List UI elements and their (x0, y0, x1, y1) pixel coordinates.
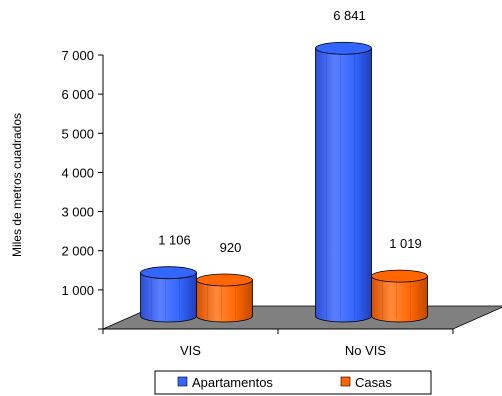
bar-vis-casas (196, 273, 253, 323)
bar-top (315, 41, 372, 55)
y-tick-label: 4 000 (61, 165, 94, 180)
legend: Apartamentos Casas (154, 370, 432, 395)
x-tick-label: No VIS (345, 343, 387, 358)
data-labels: 1 106 920 6 841 1 019 (158, 8, 422, 255)
bar-body (140, 272, 197, 323)
y-ticks: 1 000 2 000 3 000 4 000 5 000 6 000 7 000 (61, 48, 103, 330)
bar-body (196, 279, 253, 323)
bar-top (371, 269, 428, 283)
y-tick-label: 7 000 (61, 48, 94, 63)
x-tick-label: VIS (180, 343, 201, 358)
x-ticks: VIS No VIS (102, 329, 454, 358)
bar-vis-apartamentos (140, 266, 197, 323)
bar-no-vis-casas (371, 269, 428, 323)
y-tick-label: 6 000 (61, 87, 94, 102)
y-tick-label: 3 000 (61, 205, 94, 220)
bars (140, 41, 428, 323)
legend-label-apartamentos: Apartamentos (192, 375, 273, 390)
data-label: 1 019 (389, 236, 422, 251)
data-label: 6 841 (333, 8, 366, 23)
y-tick-label: 5 000 (61, 126, 94, 141)
y-axis-title: Miles de metros cuadrados (10, 113, 24, 257)
bar-top (140, 266, 197, 280)
bar-body (315, 47, 372, 323)
bar-no-vis-apartamentos (315, 41, 372, 323)
legend-label-casas: Casas (355, 375, 392, 390)
bar-top (196, 273, 253, 287)
x-axis: VIS No VIS (102, 328, 454, 358)
y-tick-label: 1 000 (61, 283, 94, 298)
legend-swatch-apartamentos (177, 376, 188, 387)
data-label: 1 106 (158, 233, 191, 248)
legend-box (154, 370, 432, 395)
bar-body (371, 275, 428, 323)
y-axis: 1 000 2 000 3 000 4 000 5 000 6 000 7 000 (61, 48, 104, 330)
data-label: 920 (220, 240, 242, 255)
y-tick-label: 2 000 (61, 244, 94, 259)
legend-swatch-casas (340, 376, 351, 387)
